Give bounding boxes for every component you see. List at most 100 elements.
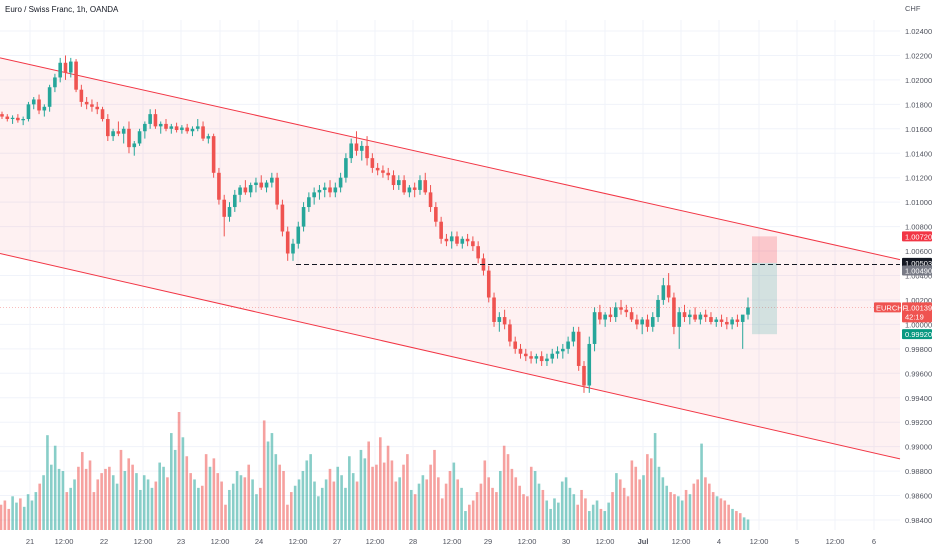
candle-body — [402, 180, 406, 193]
candle-body — [735, 319, 740, 322]
short-position-tool[interactable] — [752, 236, 777, 335]
volume-bar — [177, 412, 181, 530]
candle-body — [317, 189, 322, 193]
volume-bar — [607, 502, 610, 530]
volume-bar — [735, 511, 738, 530]
volume-bar — [444, 483, 448, 530]
volume-bar — [560, 481, 564, 530]
volume-bar — [584, 498, 587, 530]
channel-lower-line — [0, 253, 901, 460]
volume-bar — [332, 481, 336, 530]
volume-bar — [111, 475, 115, 530]
volume-bar — [289, 492, 293, 530]
volume-bar — [340, 475, 343, 530]
candle-body — [608, 314, 613, 318]
candle-body — [227, 207, 232, 217]
volume-bar — [131, 464, 134, 530]
volume-bar — [406, 454, 409, 530]
level-tag-bg — [902, 265, 932, 276]
volume-bar — [421, 475, 425, 530]
y-tick-label: 0.98600 — [905, 492, 932, 501]
candle-body — [58, 62, 62, 78]
volume-bar — [568, 487, 572, 530]
volume-bar — [135, 473, 138, 530]
x-tick-label: 24 — [255, 537, 263, 546]
candle-body — [74, 61, 78, 90]
volume-bar — [313, 481, 316, 530]
candle-body — [566, 341, 570, 349]
channel-fill — [0, 57, 900, 459]
volume-bar — [119, 449, 123, 530]
time-axis[interactable]: 21 12:00 22 12:00 23 12:00 24 12:00 27 12:00 28 12:… — [26, 537, 876, 546]
take-profit-zone — [752, 262, 777, 335]
volume-bar — [286, 504, 289, 530]
x-tick-label: 12:00 — [672, 537, 691, 546]
candle-body — [201, 126, 205, 139]
candle-body — [42, 106, 47, 111]
candle-body — [688, 314, 692, 318]
candle-body — [449, 236, 454, 242]
volume-bar — [3, 500, 7, 530]
x-tick-label: 12:00 — [750, 537, 769, 546]
volume-bar — [181, 437, 185, 530]
volume-bar — [278, 464, 281, 530]
volume-bar — [80, 452, 84, 530]
candle-body — [619, 307, 623, 310]
volume-bar — [123, 471, 127, 530]
candle-body — [338, 177, 343, 188]
volume-bar — [375, 464, 378, 530]
candle-body — [211, 136, 216, 173]
volume-bar — [42, 475, 45, 530]
volume-bar — [661, 477, 665, 530]
y-tick-label: 0.99000 — [905, 443, 932, 452]
x-tick-label: 23 — [177, 537, 185, 546]
volume-bar — [727, 504, 730, 530]
volume-bar — [386, 445, 390, 530]
volume-bar — [200, 485, 204, 530]
y-tick-label: 1.02200 — [905, 51, 932, 60]
candle-body — [5, 116, 10, 120]
candle-body — [90, 104, 94, 107]
volume-bar — [317, 496, 320, 530]
current-price-tag-text: 1.00139 — [905, 303, 932, 312]
candle-body — [116, 131, 121, 134]
candle-body — [37, 99, 41, 111]
stop-loss-zone — [752, 236, 777, 263]
symbol-tag-text: EURCHF — [876, 303, 908, 312]
volume-bar — [557, 502, 560, 530]
volume-bar — [92, 492, 96, 530]
volume-bar — [665, 485, 669, 530]
candle-body — [725, 321, 729, 325]
chart-title: Euro / Swiss Franc, 1h, OANDA — [5, 5, 119, 14]
volume-bar — [231, 483, 235, 530]
volume-bar — [572, 494, 576, 530]
candle-body — [169, 126, 174, 129]
candle-body — [344, 158, 348, 178]
candle-body — [397, 180, 401, 186]
price-axis[interactable]: 1.02400 1.02200 1.02000 1.01800 1.01600 1.014… — [905, 4, 932, 525]
candle-body — [645, 319, 650, 327]
volume-bar — [26, 494, 30, 530]
candle-body — [232, 194, 237, 208]
volume-bar — [429, 464, 432, 530]
volume-bar — [255, 494, 258, 530]
volume-bar — [684, 489, 688, 530]
volume-bar — [711, 492, 715, 530]
volume-bar — [154, 481, 158, 530]
volume-bar — [595, 500, 599, 530]
candle-body — [714, 319, 719, 322]
volume-bar — [413, 494, 417, 530]
current-price-tag-text: 42:19 — [905, 312, 924, 321]
volume-bar — [293, 485, 297, 530]
candle-body — [486, 270, 491, 298]
volume-bar — [603, 511, 607, 530]
volume-bar — [189, 473, 192, 530]
candle-body — [63, 62, 68, 73]
candle-body — [709, 317, 713, 322]
volume-bar — [259, 487, 262, 530]
candle-body — [439, 221, 443, 239]
candle-body — [682, 312, 687, 318]
volume-bar — [15, 502, 18, 530]
